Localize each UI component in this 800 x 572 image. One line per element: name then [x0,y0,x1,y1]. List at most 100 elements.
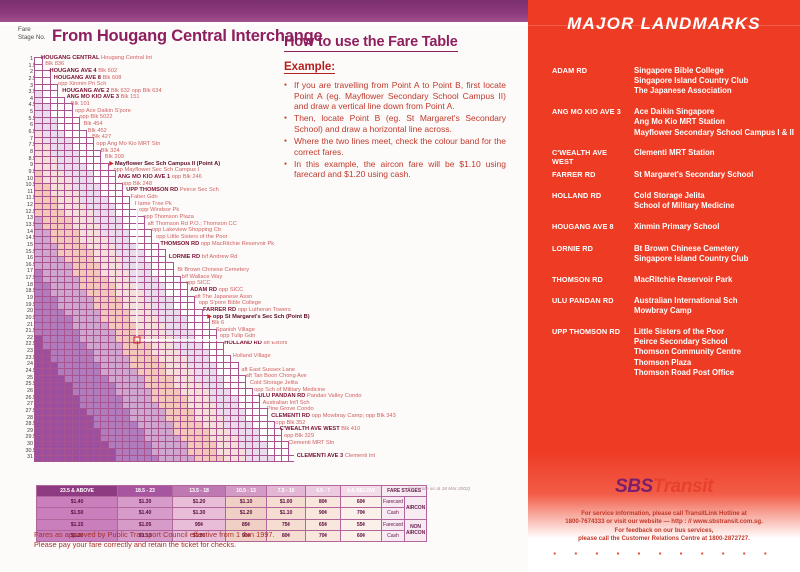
fare-matrix-cell [216,170,223,177]
fare-matrix-cell [267,362,274,369]
fare-matrix-cell [216,130,223,137]
fare-matrix-cell [267,289,274,296]
fare-matrix-cell [230,414,239,423]
fare-matrix-cell [216,236,223,243]
fare-matrix-cell [49,315,59,323]
fare-matrix-cell [165,335,174,343]
fare-matrix-cell [172,368,181,376]
fare-matrix-cell [114,394,124,403]
fare-matrix-cell [187,315,196,323]
fare-matrix-cell [165,441,174,449]
fare-matrix-cell [245,362,252,369]
fare-matrix-cell [130,97,137,104]
fare-matrix-cell [71,209,80,217]
fare-matrix-cell [173,217,180,224]
fare-matrix-cell [187,447,196,456]
fare-matrix-cell [49,129,59,138]
fare-matrix-cell [194,368,203,376]
fare-matrix-cell [57,143,66,151]
fare-matrix-cell [100,189,109,198]
fare-matrix-cell [187,368,196,376]
fare-matrix-cell [289,170,294,177]
fare-matrix-cell [57,454,66,462]
fare-matrix-cell [188,157,195,164]
fare-matrix-cell [107,282,116,290]
fare-matrix-cell [208,328,217,337]
fare-matrix-cell [115,117,122,124]
fare-matrix-cell [238,91,245,98]
landmarks-title: MAJOR LANDMARKS [567,14,761,33]
fare-matrix-cell [281,130,288,137]
fare-matrix-cell [267,356,274,363]
fare-table-panel: Fare Stage No. From Hougang Central Inte… [0,0,528,572]
fare-matrix-cell [231,336,238,343]
fare-matrix-cell [215,361,225,370]
fare-matrix-cell [245,84,252,91]
fare-matrix-cell [253,104,260,111]
fare-matrix-cell [238,190,245,197]
fare-matrix-cell [86,182,95,191]
fare-matrix-cell [43,58,51,65]
fare-matrix-cell [179,368,189,376]
fare-matrix-cell [64,196,73,204]
fare-matrix-cell [194,381,203,390]
fare-matrix-cell [289,58,294,65]
fare-matrix-cell [57,421,66,429]
fare-price-cell: $1.00 [172,529,226,542]
fare-matrix-cell [86,136,95,145]
fare-matrix-cell [231,289,238,296]
fare-matrix-cell [123,111,130,118]
fare-matrix-cell [267,415,274,422]
fare-matrix-cell [165,421,174,429]
fare-matrix-cell [108,130,115,137]
fare-matrix-cell [136,222,145,231]
fare-matrix-cell [42,428,51,436]
fare-matrix-cell [245,342,252,349]
fare-stage-number: 6 [30,122,33,129]
fare-matrix-cell [281,203,288,210]
fare-matrix-cell [72,91,79,98]
fare-matrix-cell [208,361,217,370]
fare-matrix-cell [274,164,281,171]
fare-matrix-cell [107,421,116,429]
fare-matrix-cell [165,447,174,456]
fare-matrix-cell [166,256,173,263]
fare-matrix-cell [166,130,173,137]
fare-matrix-cell [281,164,288,171]
fare-matrix-cell [57,249,66,257]
fare-matrix-cell [144,130,151,137]
fare-matrix-cell [289,157,294,164]
fare-matrix-cell [266,434,275,443]
fare-matrix-cell [86,222,95,231]
fare-matrix-cell [173,144,180,151]
fare-matrix-cell [86,361,95,370]
fare-matrix-cell [194,454,203,462]
fare-matrix-cell [107,454,116,462]
fare-stage-number: 4 [30,95,33,102]
fare-matrix-cell [159,236,166,243]
fare-matrix-cell [202,230,209,237]
fare-matrix-cell [165,328,174,337]
fare-matrix-cell [150,454,160,462]
fare-matrix-cell [57,209,66,217]
fare-matrix-cell [136,381,145,390]
fare-matrix-cell [179,282,189,290]
top-purple-bar [0,0,528,22]
fare-matrix-cell [42,322,51,330]
fare-matrix-cell [238,210,245,217]
fare-price-cell: 80¢ [305,496,341,509]
fare-matrix-cell [108,58,115,65]
fare-matrix-cell [238,356,245,363]
fare-matrix-cell [274,77,281,84]
fare-matrix-cell [107,275,116,284]
fare-price-cell: 65¢ [305,518,341,531]
fare-matrix-cell [107,222,116,231]
fare-matrix-cell [71,408,80,416]
fare-matrix-cell [71,262,80,270]
fare-matrix-cell [208,421,217,429]
fare-matrix-cell [152,197,159,204]
fare-matrix-cell [108,144,115,151]
fare-matrix-cell [231,170,238,177]
landmark-place-list: MacRitchie Reservoir Park [634,275,800,285]
fare-matrix-cell [64,447,73,456]
